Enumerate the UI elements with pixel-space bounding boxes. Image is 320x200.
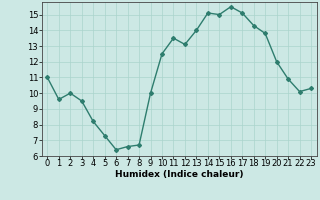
X-axis label: Humidex (Indice chaleur): Humidex (Indice chaleur) xyxy=(115,170,244,179)
